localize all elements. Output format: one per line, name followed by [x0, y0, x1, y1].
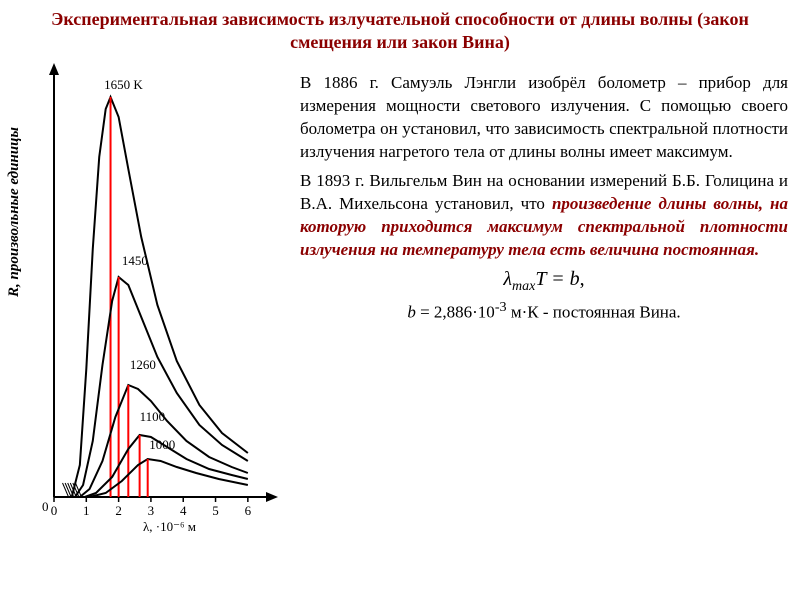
svg-text:0: 0 [51, 503, 58, 518]
svg-text:4: 4 [180, 503, 187, 518]
formula-lambda: λ [503, 268, 512, 290]
svg-text:1: 1 [83, 503, 90, 518]
formula-eq: = [546, 268, 570, 290]
svg-text:1100: 1100 [140, 409, 166, 424]
page-title: Экспериментальная зависимость излучатель… [0, 0, 800, 57]
wien-constant: b = 2,886·10-3 м·К - постоянная Вина. [300, 299, 788, 323]
wien-formula: λmaxT = b, [300, 268, 788, 295]
const-b: b [407, 302, 416, 321]
formula-rhs: b [570, 268, 580, 290]
y-axis-label: R, произвольные единицы [6, 127, 23, 297]
const-sup: -3 [495, 299, 507, 315]
svg-text:1650 K: 1650 K [104, 77, 143, 92]
content-row: R, произвольные единицы 0 1 2 3 4 5 6 λ, ·10⁻⁶ … [0, 57, 800, 537]
radiation-chart: 0 1 2 3 4 5 6 λ, ·10⁻⁶ м 1650 K 1450 1260 1100 1000 0 [12, 57, 282, 537]
paragraph-2: В 1893 г. Вильгельм Вин на основании изм… [300, 170, 788, 262]
formula-sub: max [512, 279, 535, 294]
svg-text:5: 5 [212, 503, 219, 518]
svg-text:λ, ·10⁻⁶ м: λ, ·10⁻⁶ м [143, 519, 196, 534]
svg-text:1450: 1450 [122, 253, 148, 268]
paragraph-1: В 1886 г. Самуэль Лэнгли изобрёл боломет… [300, 72, 788, 164]
svg-text:6: 6 [245, 503, 252, 518]
svg-text:3: 3 [148, 503, 155, 518]
formula-T: T [535, 268, 546, 290]
const-val: = 2,886·10 [416, 302, 495, 321]
formula-tail: , [580, 268, 585, 290]
svg-text:1000: 1000 [149, 437, 175, 452]
text-column: В 1886 г. Самуэль Лэнгли изобрёл боломет… [292, 57, 788, 537]
svg-text:2: 2 [115, 503, 122, 518]
svg-text:1260: 1260 [130, 357, 156, 372]
svg-text:0: 0 [42, 499, 49, 514]
const-tail: м·К - постоянная Вина. [507, 302, 681, 321]
chart-column: R, произвольные единицы 0123456λ, ·10⁻⁶ … [12, 57, 292, 537]
